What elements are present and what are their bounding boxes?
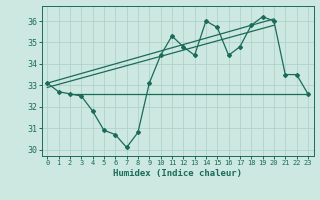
X-axis label: Humidex (Indice chaleur): Humidex (Indice chaleur): [113, 169, 242, 178]
